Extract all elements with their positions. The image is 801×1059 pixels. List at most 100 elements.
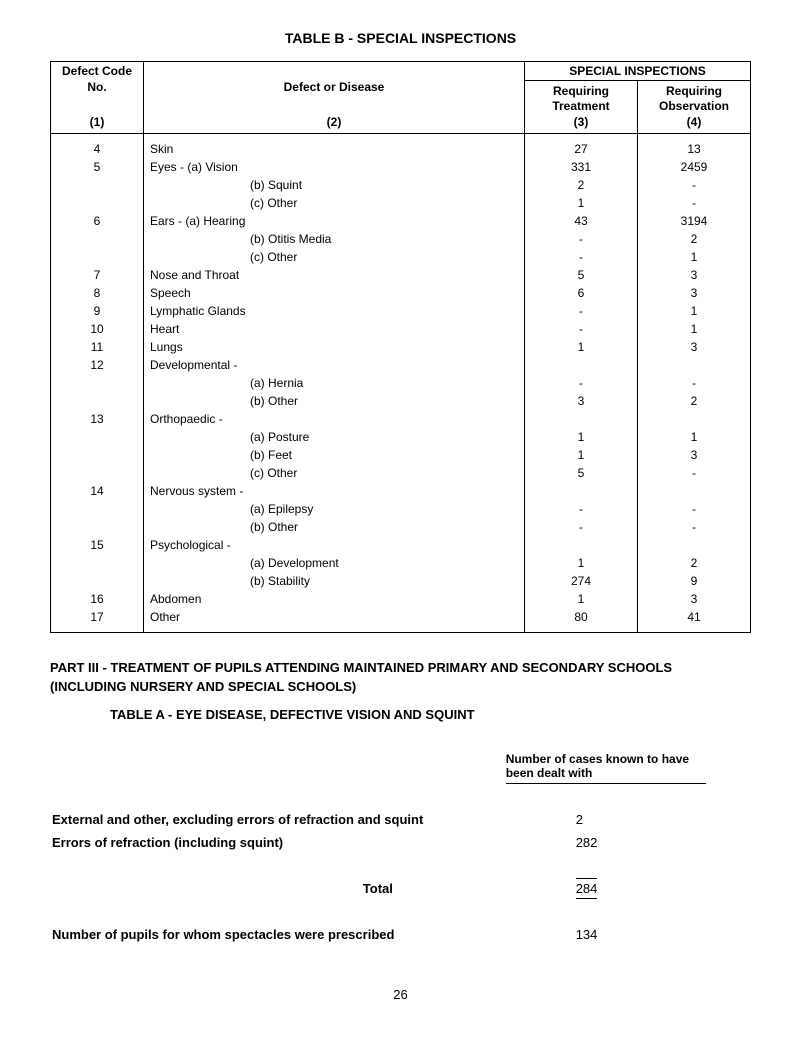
cell-treatment bbox=[525, 410, 638, 428]
cell-treatment: 1 bbox=[525, 554, 638, 572]
table-row: 14Nervous system - bbox=[51, 482, 751, 500]
cell-treatment: 1 bbox=[525, 446, 638, 464]
cell-disease: (a) Development bbox=[144, 554, 525, 572]
cell-disease: (b) Feet bbox=[144, 446, 525, 464]
cell-treatment: 1 bbox=[525, 590, 638, 608]
cell-code bbox=[51, 518, 144, 536]
cell-treatment: 5 bbox=[525, 266, 638, 284]
cell-treatment: - bbox=[525, 500, 638, 518]
observation-label: Requiring Observation bbox=[644, 84, 744, 115]
cell-observation: 41 bbox=[638, 608, 751, 633]
cell-code: 12 bbox=[51, 356, 144, 374]
cell-treatment: - bbox=[525, 518, 638, 536]
cell-code: 14 bbox=[51, 482, 144, 500]
cell-code: 13 bbox=[51, 410, 144, 428]
cell-code bbox=[51, 374, 144, 392]
part3-title: PART III - TREATMENT OF PUPILS ATTENDING… bbox=[50, 658, 751, 697]
cell-treatment: - bbox=[525, 248, 638, 266]
cell-observation bbox=[638, 410, 751, 428]
cell-code bbox=[51, 500, 144, 518]
cell-observation: 2459 bbox=[638, 158, 751, 176]
table-row: (a) Posture11 bbox=[51, 428, 751, 446]
cell-disease: (b) Other bbox=[144, 392, 525, 410]
cell-code bbox=[51, 176, 144, 194]
cell-observation: 1 bbox=[638, 428, 751, 446]
eye-row-value: 2 bbox=[506, 809, 749, 830]
cell-observation: 2 bbox=[638, 392, 751, 410]
cell-disease: (a) Posture bbox=[144, 428, 525, 446]
table-row: (b) Other-- bbox=[51, 518, 751, 536]
cell-code bbox=[51, 392, 144, 410]
table-row: 9Lymphatic Glands-1 bbox=[51, 302, 751, 320]
eye-row-label: External and other, excluding errors of … bbox=[52, 809, 504, 830]
table-row: (b) Other32 bbox=[51, 392, 751, 410]
cell-code: 6 bbox=[51, 212, 144, 230]
cell-treatment bbox=[525, 536, 638, 554]
total-span: 284 bbox=[576, 878, 598, 899]
cell-code bbox=[51, 248, 144, 266]
cell-disease: Speech bbox=[144, 284, 525, 302]
cell-treatment: - bbox=[525, 374, 638, 392]
table-row: 7Nose and Throat53 bbox=[51, 266, 751, 284]
cell-observation: 13 bbox=[638, 133, 751, 158]
page-title: TABLE B - SPECIAL INSPECTIONS bbox=[50, 30, 751, 46]
table-row: 13Orthopaedic - bbox=[51, 410, 751, 428]
cell-disease: (c) Other bbox=[144, 194, 525, 212]
table-row: 12Developmental - bbox=[51, 356, 751, 374]
cell-treatment: 43 bbox=[525, 212, 638, 230]
cell-disease: Abdomen bbox=[144, 590, 525, 608]
cell-code: 8 bbox=[51, 284, 144, 302]
table-row: (c) Other1- bbox=[51, 194, 751, 212]
cell-observation: - bbox=[638, 500, 751, 518]
cell-treatment: - bbox=[525, 230, 638, 248]
cell-disease: (b) Stability bbox=[144, 572, 525, 590]
cell-disease: Psychological - bbox=[144, 536, 525, 554]
cell-observation: 3 bbox=[638, 266, 751, 284]
cell-treatment: 80 bbox=[525, 608, 638, 633]
cell-disease: Ears - (a) Hearing bbox=[144, 212, 525, 230]
cell-observation: 3 bbox=[638, 284, 751, 302]
table-row: 11Lungs13 bbox=[51, 338, 751, 356]
defect-code-label: Defect Code No. bbox=[57, 64, 137, 95]
table-row: (c) Other5- bbox=[51, 464, 751, 482]
cell-disease: (a) Epilepsy bbox=[144, 500, 525, 518]
table-row: (b) Feet13 bbox=[51, 446, 751, 464]
inspections-table: Defect Code No. (1) Defect or Disease (2… bbox=[50, 61, 751, 633]
cell-observation: 1 bbox=[638, 248, 751, 266]
cell-observation: 3 bbox=[638, 446, 751, 464]
cell-code: 5 bbox=[51, 158, 144, 176]
cell-disease: Eyes - (a) Vision bbox=[144, 158, 525, 176]
cell-disease: Nervous system - bbox=[144, 482, 525, 500]
spectacles-label: Number of pupils for whom spectacles wer… bbox=[52, 924, 504, 945]
cell-observation: - bbox=[638, 518, 751, 536]
cell-observation: 2 bbox=[638, 230, 751, 248]
cell-observation: - bbox=[638, 464, 751, 482]
cell-treatment: - bbox=[525, 320, 638, 338]
cell-code bbox=[51, 194, 144, 212]
col2-num: (2) bbox=[150, 115, 518, 131]
cell-code bbox=[51, 446, 144, 464]
treatment-label: Requiring Treatment bbox=[531, 84, 631, 115]
cell-treatment: 1 bbox=[525, 428, 638, 446]
table-row: 6Ears - (a) Hearing433194 bbox=[51, 212, 751, 230]
cell-code: 7 bbox=[51, 266, 144, 284]
col3-num: (3) bbox=[531, 115, 631, 131]
cell-code: 16 bbox=[51, 590, 144, 608]
cell-disease: (b) Squint bbox=[144, 176, 525, 194]
cell-observation: 3 bbox=[638, 338, 751, 356]
cell-observation bbox=[638, 536, 751, 554]
col-header-observation: Requiring Observation (4) bbox=[638, 81, 751, 134]
cell-observation: 1 bbox=[638, 302, 751, 320]
table-row: (b) Otitis Media-2 bbox=[51, 230, 751, 248]
col-header-disease: Defect or Disease (2) bbox=[144, 62, 525, 134]
cell-observation: 3 bbox=[638, 590, 751, 608]
table-row: (a) Development12 bbox=[51, 554, 751, 572]
cell-disease: Nose and Throat bbox=[144, 266, 525, 284]
table-row: (a) Hernia-- bbox=[51, 374, 751, 392]
cell-treatment: 331 bbox=[525, 158, 638, 176]
table-row: (b) Stability2749 bbox=[51, 572, 751, 590]
cell-observation: 3194 bbox=[638, 212, 751, 230]
cell-treatment: 1 bbox=[525, 194, 638, 212]
table-row: (c) Other-1 bbox=[51, 248, 751, 266]
spectacles-value: 134 bbox=[506, 924, 749, 945]
